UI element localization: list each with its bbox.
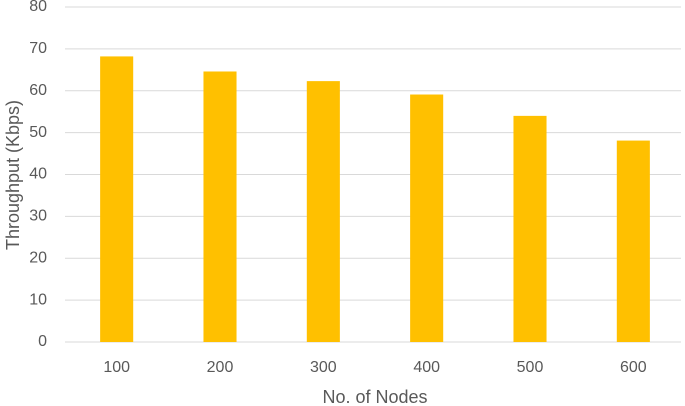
y-tick-label: 30: [29, 208, 47, 225]
x-tick-label: 300: [310, 359, 337, 376]
bar: [513, 115, 547, 342]
bar: [410, 94, 444, 342]
bar: [616, 140, 650, 342]
y-tick-label: 40: [29, 166, 47, 183]
x-axis-title: No. of Nodes: [322, 387, 427, 406]
y-tick-label: 80: [29, 0, 47, 15]
x-tick-label: 200: [207, 359, 234, 376]
bar: [306, 81, 340, 343]
y-tick-label: 50: [29, 124, 47, 141]
bar: [100, 56, 134, 342]
y-tick-label: 70: [29, 40, 47, 57]
y-tick-label: 60: [29, 82, 47, 99]
bar: [203, 71, 237, 343]
x-tick-label: 500: [517, 359, 544, 376]
x-tick-label: 400: [413, 359, 440, 376]
y-axis-title: Throughput (Kbps): [3, 100, 23, 250]
y-tick-label: 20: [29, 249, 47, 266]
y-tick-label: 0: [38, 333, 47, 350]
x-tick-label: 600: [620, 359, 647, 376]
x-tick-label: 100: [103, 359, 130, 376]
y-tick-label: 10: [29, 291, 47, 308]
